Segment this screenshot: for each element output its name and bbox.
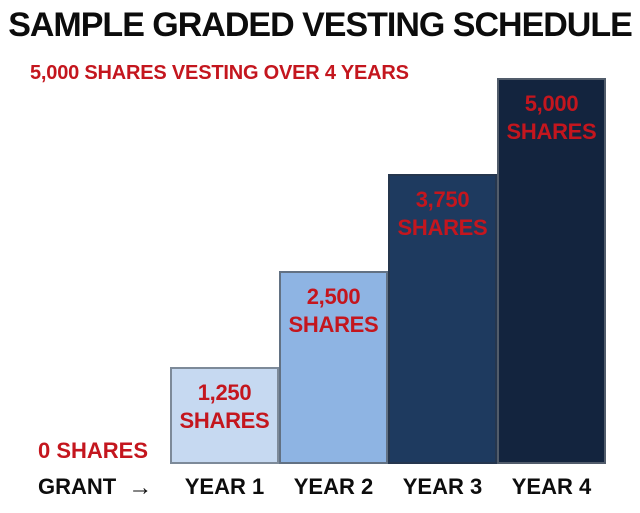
bar-value-label: 3,750 (415, 187, 470, 212)
x-axis-label-year-2: YEAR 2 (293, 474, 374, 499)
bar-unit-label: SHARES (506, 119, 597, 144)
bar-year-3: 3,750 SHARES (388, 174, 497, 464)
bar-unit-label: SHARES (397, 215, 488, 240)
zero-shares-label: 0 SHARES (38, 438, 149, 463)
chart-title: SAMPLE GRADED VESTING SCHEDULE (8, 6, 633, 44)
grant-label-text: GRANT (38, 474, 117, 499)
bar-unit-label: SHARES (288, 312, 379, 337)
x-axis-label-year-3: YEAR 3 (402, 474, 483, 499)
grant-axis-label: GRANT → (38, 474, 152, 502)
bar-year-4: 5,000 SHARES (497, 78, 606, 464)
x-axis-label-year-4: YEAR 4 (511, 474, 592, 499)
bar-unit-label: SHARES (179, 408, 270, 433)
x-axis-label-year-1: YEAR 1 (184, 474, 265, 499)
bar-value-label: 1,250 (197, 380, 252, 405)
bar-value-label: 2,500 (306, 284, 361, 309)
chart-subtitle: 5,000 SHARES VESTING OVER 4 YEARS (30, 62, 409, 84)
bar-year-1: 1,250 SHARES (170, 367, 279, 464)
bar-value-label: 5,000 (524, 91, 579, 116)
right-arrow-icon: → (128, 474, 153, 501)
bar-year-2: 2,500 SHARES (279, 271, 388, 464)
